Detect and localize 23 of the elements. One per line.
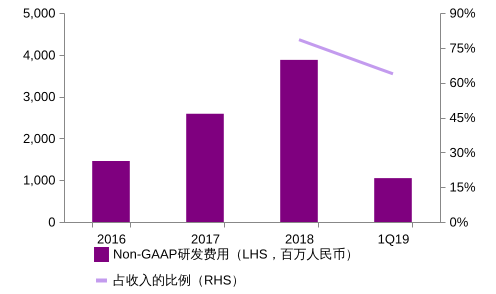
x-tick-label: 2016 <box>97 232 126 246</box>
bar <box>186 114 224 222</box>
y-tick-label: 1,000 <box>22 172 56 188</box>
y2-tick-label: 15% <box>450 180 476 195</box>
y2-tick-label: 60% <box>450 75 476 90</box>
y2-tick-label: 45% <box>450 110 476 125</box>
x-tick-label: 2017 <box>191 232 220 246</box>
y2-tick-label: 90% <box>450 6 476 20</box>
y-tick-label: 4,000 <box>22 47 56 62</box>
y-tick-label: 2,000 <box>22 130 56 146</box>
y-tick-label: 0 <box>48 214 56 230</box>
y2-tick-label: 75% <box>450 40 476 56</box>
legend-label: Non-GAAP研发费用（LHS，百万人民币） <box>113 246 359 262</box>
x-tick-label: 1Q19 <box>378 232 410 246</box>
y2-tick-label: 30% <box>450 144 476 160</box>
y-tick-label: 3,000 <box>22 89 56 104</box>
y2-tick-label: 0% <box>450 214 469 230</box>
bar <box>92 160 130 222</box>
x-tick-label: 2018 <box>285 232 314 246</box>
y-tick-label: 5,000 <box>22 6 56 20</box>
bar <box>374 178 412 222</box>
legend-label: 占收入的比例（RHS） <box>113 272 244 288</box>
bar <box>280 60 318 222</box>
